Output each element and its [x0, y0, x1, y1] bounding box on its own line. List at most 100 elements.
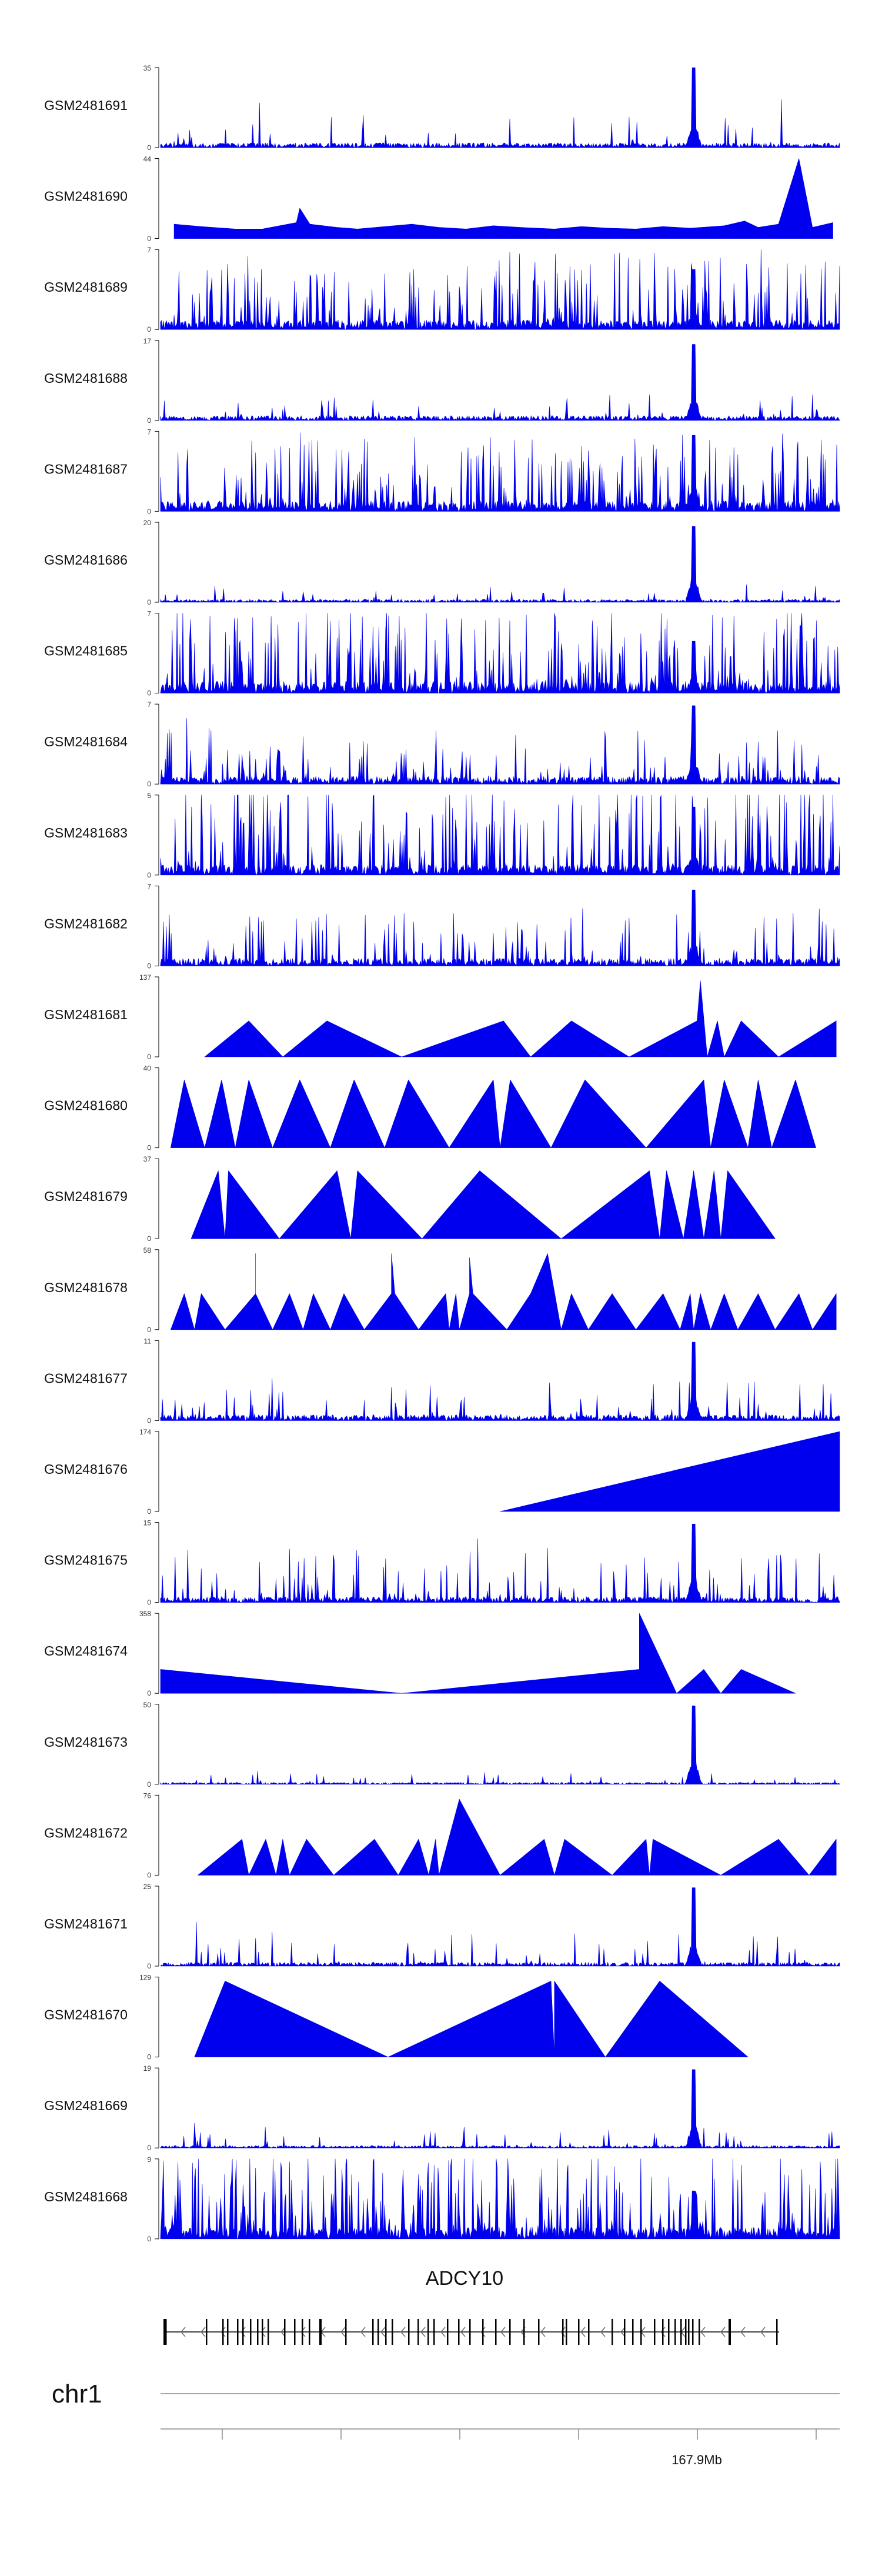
exon	[206, 2319, 208, 2345]
y-max-tick: 19	[143, 2064, 152, 2073]
coverage-tracks: GSM2481691350GSM2481690440GSM248168970GS…	[44, 64, 840, 2243]
exon	[654, 2319, 656, 2345]
coverage-area	[171, 1079, 816, 1148]
strand-arrow	[400, 2327, 406, 2337]
y-max-tick: 7	[147, 428, 151, 436]
y-max-tick: 25	[143, 1883, 152, 1891]
chromosome-axis: chr1 167.9Mb	[52, 2380, 840, 2467]
exon	[668, 2319, 670, 2345]
exon	[222, 2319, 224, 2345]
strand-arrow	[201, 2327, 206, 2337]
track: GSM2481676 174 0	[44, 1428, 840, 1516]
track-label: GSM2481673	[44, 1734, 128, 1750]
exon	[262, 2319, 263, 2345]
track-label: GSM2481689	[44, 279, 128, 295]
exon	[562, 2319, 564, 2345]
exon	[674, 2319, 676, 2345]
strand-arrow	[420, 2327, 426, 2337]
coverage-area	[160, 889, 840, 966]
y-min-tick: 0	[147, 689, 151, 698]
strand-arrow	[260, 2327, 266, 2337]
coverage-area	[160, 705, 840, 785]
exon	[250, 2319, 252, 2345]
strand-arrow	[540, 2327, 546, 2337]
y-min-tick: 0	[147, 325, 151, 333]
track: GSM2481674 358 0	[44, 1610, 796, 1697]
track-label: GSM2481684	[44, 734, 128, 749]
track: GSM2481679 37 0	[44, 1155, 776, 1243]
track-label: GSM2481677	[44, 1370, 128, 1386]
exon	[163, 2319, 166, 2345]
y-max-tick: 76	[143, 1791, 152, 1800]
coverage-area	[500, 1431, 840, 1512]
track-label: GSM2481686	[44, 552, 128, 568]
exon	[482, 2319, 484, 2345]
exon	[776, 2319, 778, 2345]
track: GSM2481680 40 0	[44, 1065, 816, 1152]
strand-arrow	[500, 2327, 506, 2337]
track: GSM2481682 7 0	[44, 882, 840, 970]
strand-arrow	[700, 2327, 706, 2337]
y-max-tick: 11	[144, 1337, 152, 1345]
y-min-tick: 0	[147, 1507, 151, 1516]
y-min-tick: 0	[147, 2053, 151, 2061]
y-max-tick: 17	[143, 337, 152, 345]
gene-name-label: ADCY10	[426, 2267, 503, 2290]
coverage-area	[160, 526, 840, 603]
coverage-area	[160, 432, 840, 512]
exon	[469, 2319, 471, 2345]
exon	[294, 2319, 296, 2345]
y-min-tick: 0	[147, 871, 151, 879]
coverage-area	[160, 1706, 840, 1785]
exon	[624, 2319, 626, 2345]
y-min-tick: 0	[147, 1871, 151, 1879]
strand-arrow	[760, 2327, 766, 2337]
track: GSM2481669 19 0	[44, 2064, 840, 2152]
coverage-area	[160, 1524, 840, 1603]
y-max-tick: 137	[139, 973, 151, 982]
y-max-tick: 9	[147, 2155, 151, 2164]
track: GSM2481684 7 0	[44, 700, 840, 788]
exon	[640, 2319, 642, 2345]
exon	[433, 2319, 435, 2345]
strand-arrow	[340, 2327, 346, 2337]
track-label: GSM2481680	[44, 1098, 128, 1113]
exon	[612, 2319, 613, 2345]
y-max-tick: 35	[143, 64, 152, 72]
exon	[268, 2319, 269, 2345]
track-label: GSM2481669	[44, 2098, 128, 2113]
coverage-area	[194, 1981, 749, 2057]
track-label: GSM2481678	[44, 1280, 128, 1295]
exon	[495, 2319, 497, 2345]
track-label: GSM2481690	[44, 189, 128, 204]
exon	[309, 2319, 310, 2345]
track: GSM2481691 35 0	[44, 64, 840, 152]
coverage-area	[204, 980, 837, 1057]
position-label: 167.9Mb	[671, 2452, 722, 2467]
track: GSM2481668 9 0	[44, 2155, 840, 2243]
strand-arrow	[300, 2327, 306, 2337]
exon	[237, 2319, 239, 2345]
y-max-tick: 44	[143, 155, 152, 163]
strand-arrow	[740, 2327, 746, 2337]
coverage-area	[171, 1253, 837, 1330]
y-min-tick: 0	[147, 780, 151, 788]
y-min-tick: 0	[147, 1689, 151, 1697]
track: GSM2481670 129 0	[44, 1974, 749, 2061]
coverage-area	[173, 158, 833, 239]
exon	[302, 2319, 303, 2345]
y-max-tick: 37	[143, 1155, 152, 1163]
y-min-tick: 0	[147, 2235, 151, 2243]
track: GSM2481677 11 0	[44, 1337, 840, 1424]
track: GSM2481690 44 0	[44, 155, 833, 243]
exon	[372, 2319, 374, 2345]
track: GSM2481681 137 0	[44, 973, 837, 1061]
exon	[458, 2319, 460, 2345]
track: GSM2481675 15 0	[44, 1519, 840, 1607]
strand-arrow	[440, 2327, 446, 2337]
exon	[523, 2319, 525, 2345]
track-label: GSM2481670	[44, 2007, 128, 2023]
exon	[685, 2319, 687, 2345]
exon	[588, 2319, 590, 2345]
track: GSM2481686 20 0	[44, 519, 840, 606]
